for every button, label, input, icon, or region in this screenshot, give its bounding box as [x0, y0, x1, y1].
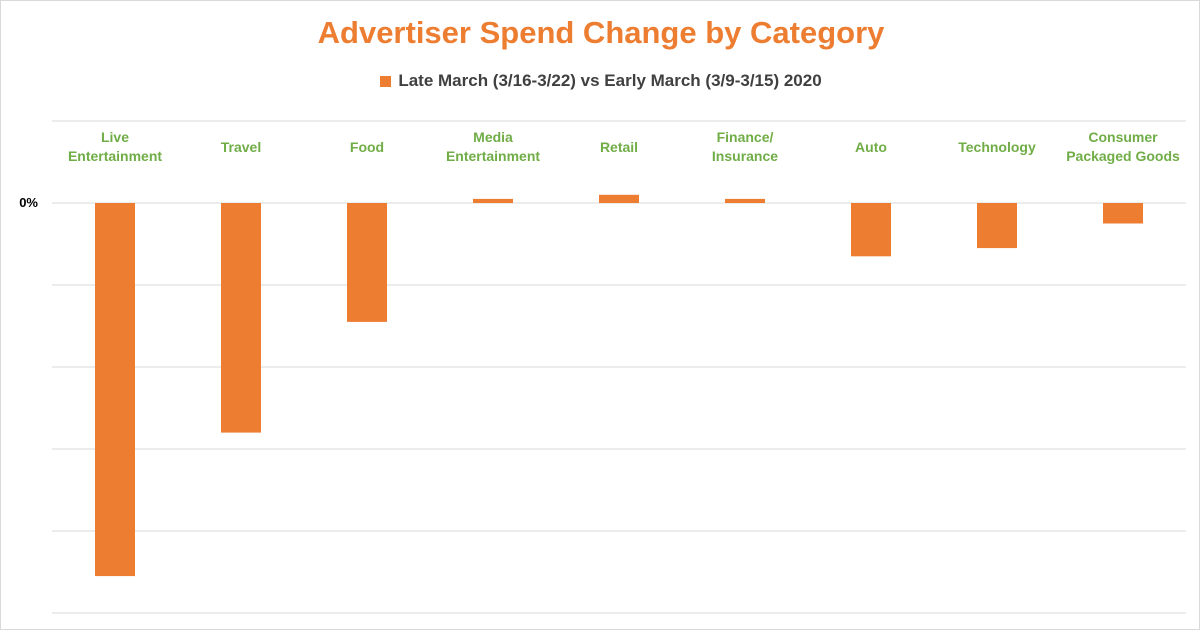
- legend-label: Late March (3/16-3/22) vs Early March (3…: [398, 71, 822, 90]
- bars: [95, 194, 1143, 577]
- category-label: Travel: [221, 139, 261, 155]
- category-label: Media Entertainment: [446, 129, 540, 164]
- category-label: Technology: [958, 139, 1036, 155]
- bar: [977, 203, 1017, 249]
- bar: [1103, 203, 1143, 224]
- bar: [725, 198, 765, 203]
- category-label: Live Entertainment: [68, 129, 162, 164]
- chart-title: Advertiser Spend Change by Category: [317, 15, 885, 50]
- bar: [221, 203, 261, 433]
- bar: [851, 203, 891, 257]
- bar: [347, 203, 387, 322]
- category-label: Consumer Packaged Goods: [1066, 129, 1180, 164]
- y-tick-labels: 0%: [19, 195, 38, 210]
- bar: [599, 194, 639, 203]
- category-label: Retail: [600, 139, 638, 155]
- category-labels: Live Entertainment Travel Food Media Entertai…: [68, 129, 1180, 164]
- bar: [95, 203, 135, 577]
- category-label: Auto: [855, 139, 887, 155]
- y-tick-label: 0%: [19, 195, 38, 210]
- category-label: Finance/Insurance: [712, 129, 778, 164]
- legend-swatch: [380, 75, 392, 87]
- bar: [473, 198, 513, 203]
- legend: Late March (3/16-3/22) vs Early March (3…: [1, 71, 1200, 91]
- category-label: Food: [350, 139, 384, 155]
